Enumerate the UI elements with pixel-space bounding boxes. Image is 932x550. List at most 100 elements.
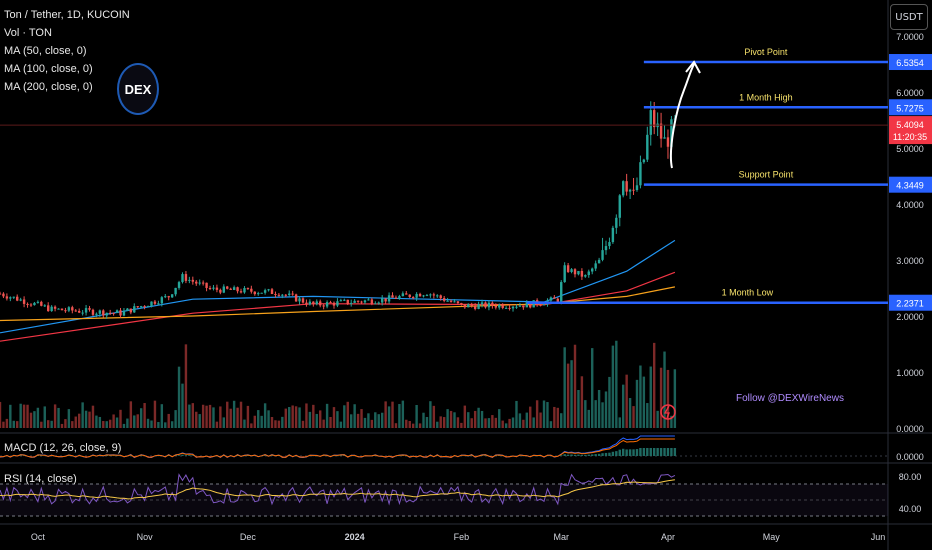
volume-bar	[532, 417, 535, 428]
volume-bar	[84, 410, 88, 428]
candle-body	[91, 309, 95, 315]
macd-hist-bar	[473, 456, 477, 457]
volume-bar	[339, 421, 343, 428]
level-lines[interactable]: Pivot Point 6.5354 1 Month High 5.7275 Suppo…	[0, 47, 932, 311]
volume-bar	[467, 412, 470, 428]
macd-hist-bar	[460, 455, 463, 457]
macd-hist-bar	[312, 455, 315, 457]
candle-body	[367, 299, 370, 301]
volume-bar	[473, 410, 477, 428]
candle-body	[577, 270, 580, 275]
volume-bar	[143, 403, 146, 428]
volume-bar	[219, 406, 222, 428]
candle-body	[0, 293, 2, 295]
dex-logo: DEX	[117, 63, 159, 115]
volume-bar	[501, 420, 504, 428]
time-axis[interactable]: Oct Nov Dec 2024 Feb Mar Apr May Jun	[31, 532, 885, 542]
volume-bar	[215, 421, 219, 428]
symbol-title[interactable]: Ton / Tether, 1D, KUCOIN	[4, 9, 130, 21]
macd-hist-bar	[391, 456, 394, 457]
macd-hist-bar	[463, 455, 467, 457]
candle-body	[666, 137, 670, 147]
macd-hist-bar	[298, 456, 301, 457]
level-label: Support Point	[739, 170, 794, 180]
candle-body	[384, 298, 387, 302]
volume-bar	[377, 414, 380, 428]
dex-logo-text: DEX	[124, 81, 152, 97]
macd-hist-bar	[518, 455, 522, 457]
macd-hist-bar	[281, 456, 284, 457]
candle-body	[584, 275, 587, 277]
price-axis[interactable]: 7.0000 6.0000 5.0000 4.0000 3.0000 2.0000 1.00…	[889, 32, 932, 514]
volume-bar	[33, 411, 36, 428]
macd-legend[interactable]: MACD (12, 26, close, 9)	[4, 442, 122, 454]
macd-hist-bar	[666, 448, 670, 456]
candle-body	[453, 301, 456, 303]
volume-bar	[539, 412, 542, 428]
macd-hist-bar	[628, 449, 632, 456]
volume-bar	[415, 405, 418, 428]
level-price-tag	[889, 54, 932, 71]
volume-bar	[243, 419, 246, 428]
volume-bar	[529, 406, 532, 428]
currency-button[interactable]: USDT	[890, 4, 928, 30]
ma200-legend[interactable]: MA (200, close, 0)	[4, 81, 93, 93]
volume-bar	[518, 413, 522, 428]
candle-body	[529, 302, 532, 308]
candle-body	[315, 301, 318, 305]
candle-body	[635, 185, 639, 191]
volume-bar	[508, 418, 511, 428]
volume-bar	[150, 420, 153, 428]
level-label: 1 Month Low	[722, 288, 774, 298]
candle-body	[267, 289, 270, 291]
macd-hist-bar	[504, 456, 508, 457]
rsi-legend[interactable]: RSI (14, close)	[4, 473, 77, 485]
macd-hist-bar	[322, 455, 325, 457]
volume-bar	[260, 415, 263, 428]
candle-body	[177, 282, 181, 288]
macd-hist-bar	[50, 455, 53, 457]
volume-bar	[64, 419, 67, 428]
candle-body	[642, 159, 646, 163]
volume-bar	[305, 403, 308, 428]
volume-legend[interactable]: Vol · TON	[4, 27, 52, 39]
ma50-legend[interactable]: MA (50, close, 0)	[4, 45, 87, 57]
volume-bar	[177, 366, 181, 428]
ma50-line	[0, 239, 676, 334]
candle-body	[77, 310, 81, 313]
candle-body	[191, 279, 195, 282]
volume-bar	[480, 410, 484, 428]
volume-bar	[29, 412, 33, 428]
last-price-text: 5.4094	[896, 120, 924, 130]
candle-body	[604, 246, 608, 251]
candle-body	[36, 301, 40, 303]
alert-icon[interactable]	[660, 404, 676, 420]
volume-bar	[601, 402, 604, 428]
volume-bar	[628, 398, 632, 428]
volume-bar	[646, 403, 649, 428]
volume-bar	[370, 419, 374, 428]
macd-hist-bar	[29, 456, 33, 457]
volume-bar	[408, 421, 411, 428]
volume-bar	[329, 416, 332, 428]
volume-bar	[401, 400, 405, 428]
macd-hist-bar	[112, 455, 115, 457]
candle-body	[446, 300, 449, 302]
ma100-legend[interactable]: MA (100, close, 0)	[4, 63, 93, 75]
candle-body	[67, 307, 71, 311]
candle-body	[487, 302, 491, 308]
volume-bar	[184, 344, 188, 428]
candle-body	[308, 301, 312, 305]
candle-body	[394, 297, 398, 299]
volume-bar	[363, 417, 367, 428]
volume-bar	[429, 401, 432, 428]
rsi-tick-label: 80.00	[899, 472, 922, 482]
chart-legend: Ton / Tether, 1D, KUCOIN Vol · TON MA (5…	[4, 6, 130, 96]
volume-bar	[425, 416, 429, 428]
volume-bar	[188, 404, 191, 428]
volume-bar	[40, 421, 43, 428]
candle-body	[504, 307, 508, 309]
volume-bar	[239, 401, 243, 428]
volume-bar	[522, 419, 525, 428]
